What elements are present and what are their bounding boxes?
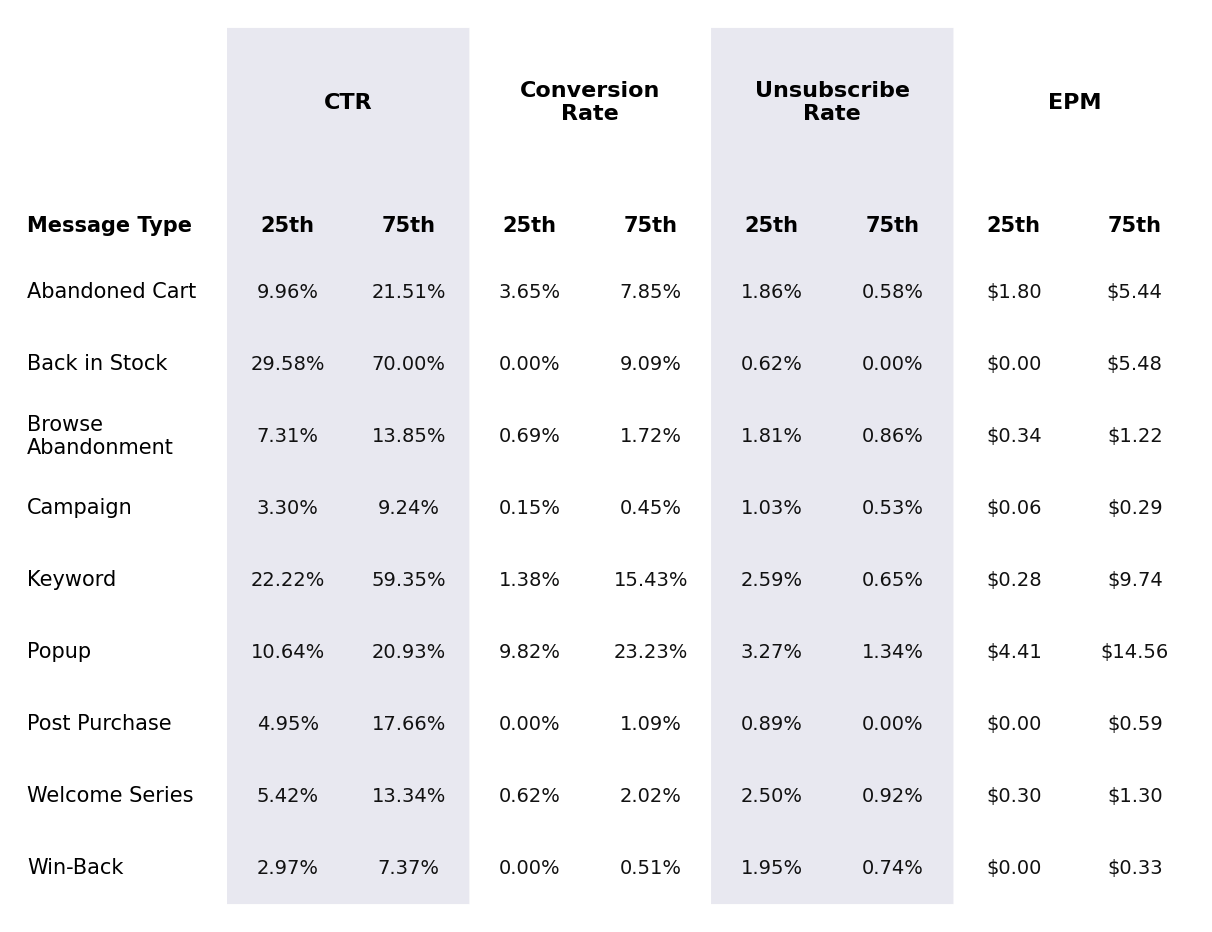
Text: 0.53%: 0.53% (862, 499, 924, 517)
Text: 0.62%: 0.62% (741, 355, 802, 374)
Text: $1.22: $1.22 (1107, 427, 1162, 445)
Text: 1.86%: 1.86% (741, 282, 802, 302)
Text: 2.97%: 2.97% (257, 858, 319, 878)
Text: 0.00%: 0.00% (862, 355, 924, 374)
Text: 25th: 25th (503, 216, 556, 236)
Text: 1.81%: 1.81% (741, 427, 802, 445)
Text: $9.74: $9.74 (1107, 570, 1162, 590)
Text: $1.80: $1.80 (985, 282, 1041, 302)
Text: 9.96%: 9.96% (257, 282, 319, 302)
FancyBboxPatch shape (227, 28, 469, 904)
Text: Message Type: Message Type (27, 216, 193, 236)
Text: 0.15%: 0.15% (498, 499, 561, 517)
Text: 23.23%: 23.23% (613, 643, 688, 662)
FancyBboxPatch shape (0, 14, 1212, 918)
Text: 2.50%: 2.50% (741, 787, 802, 805)
Text: 0.00%: 0.00% (862, 715, 924, 733)
Text: 75th: 75th (382, 216, 435, 236)
Text: 25th: 25th (987, 216, 1041, 236)
Text: $1.30: $1.30 (1107, 787, 1162, 805)
Text: 3.27%: 3.27% (741, 643, 802, 662)
Text: 0.58%: 0.58% (862, 282, 924, 302)
Text: Abandoned Cart: Abandoned Cart (27, 282, 196, 302)
Text: $0.00: $0.00 (987, 858, 1041, 878)
FancyBboxPatch shape (711, 28, 954, 904)
Text: Post Purchase: Post Purchase (27, 714, 172, 734)
Text: $5.44: $5.44 (1107, 282, 1162, 302)
Text: 70.00%: 70.00% (372, 355, 446, 374)
Text: Popup: Popup (27, 642, 91, 662)
Text: $4.41: $4.41 (985, 643, 1041, 662)
Text: 75th: 75th (1108, 216, 1162, 236)
Text: EPM: EPM (1047, 92, 1100, 113)
Text: 59.35%: 59.35% (371, 570, 446, 590)
Text: $0.59: $0.59 (1107, 715, 1162, 733)
Text: $0.06: $0.06 (987, 499, 1041, 517)
Text: 75th: 75th (624, 216, 678, 236)
FancyBboxPatch shape (227, 28, 469, 904)
Text: 0.00%: 0.00% (499, 715, 560, 733)
Text: 1.38%: 1.38% (498, 570, 561, 590)
Text: Win-Back: Win-Back (27, 858, 124, 878)
Text: 9.09%: 9.09% (619, 355, 681, 374)
Text: $0.30: $0.30 (987, 787, 1041, 805)
Text: 2.59%: 2.59% (741, 570, 802, 590)
Text: 0.00%: 0.00% (499, 355, 560, 374)
Text: Browse
Abandonment: Browse Abandonment (27, 415, 175, 458)
Text: 13.85%: 13.85% (371, 427, 446, 445)
Text: 0.45%: 0.45% (619, 499, 681, 517)
Text: CTR: CTR (324, 92, 372, 113)
Text: Welcome Series: Welcome Series (27, 786, 194, 806)
Text: 0.86%: 0.86% (862, 427, 924, 445)
Text: 29.58%: 29.58% (251, 355, 325, 374)
Text: 0.65%: 0.65% (862, 570, 924, 590)
Text: $14.56: $14.56 (1100, 643, 1168, 662)
Text: 1.34%: 1.34% (862, 643, 924, 662)
FancyBboxPatch shape (711, 28, 954, 904)
Text: 3.30%: 3.30% (257, 499, 319, 517)
Text: 9.24%: 9.24% (378, 499, 440, 517)
Text: 0.89%: 0.89% (741, 715, 802, 733)
Text: 0.74%: 0.74% (862, 858, 924, 878)
Text: 25th: 25th (261, 216, 315, 236)
Text: 0.92%: 0.92% (862, 787, 924, 805)
Text: $0.00: $0.00 (987, 355, 1041, 374)
Text: 9.82%: 9.82% (498, 643, 561, 662)
Text: Conversion
Rate: Conversion Rate (520, 81, 661, 124)
Text: 7.37%: 7.37% (378, 858, 440, 878)
Text: $0.33: $0.33 (1107, 858, 1162, 878)
Text: 10.64%: 10.64% (251, 643, 325, 662)
Text: $0.29: $0.29 (1107, 499, 1162, 517)
Text: 1.03%: 1.03% (741, 499, 802, 517)
Text: $0.28: $0.28 (985, 570, 1041, 590)
Text: 7.85%: 7.85% (619, 282, 682, 302)
Text: Campaign: Campaign (27, 499, 133, 518)
Text: 0.00%: 0.00% (499, 858, 560, 878)
Text: 0.69%: 0.69% (499, 427, 561, 445)
Text: 5.42%: 5.42% (257, 787, 319, 805)
Text: 1.09%: 1.09% (619, 715, 681, 733)
Text: 25th: 25th (744, 216, 799, 236)
Text: Back in Stock: Back in Stock (27, 354, 167, 375)
Text: 3.65%: 3.65% (498, 282, 561, 302)
Text: 13.34%: 13.34% (372, 787, 446, 805)
Text: 75th: 75th (865, 216, 920, 236)
Text: 2.02%: 2.02% (619, 787, 681, 805)
Text: 1.72%: 1.72% (619, 427, 681, 445)
Text: 1.95%: 1.95% (741, 858, 802, 878)
Text: 0.51%: 0.51% (619, 858, 681, 878)
Text: 7.31%: 7.31% (257, 427, 319, 445)
Text: 15.43%: 15.43% (613, 570, 688, 590)
Text: $5.48: $5.48 (1107, 355, 1162, 374)
Text: 22.22%: 22.22% (251, 570, 325, 590)
Text: 0.62%: 0.62% (499, 787, 561, 805)
Text: 20.93%: 20.93% (372, 643, 446, 662)
Text: 17.66%: 17.66% (372, 715, 446, 733)
Text: $0.34: $0.34 (985, 427, 1041, 445)
Text: 21.51%: 21.51% (371, 282, 446, 302)
Text: $0.00: $0.00 (987, 715, 1041, 733)
Text: Unsubscribe
Rate: Unsubscribe Rate (755, 81, 910, 124)
Text: Keyword: Keyword (27, 570, 116, 590)
Text: 4.95%: 4.95% (257, 715, 319, 733)
